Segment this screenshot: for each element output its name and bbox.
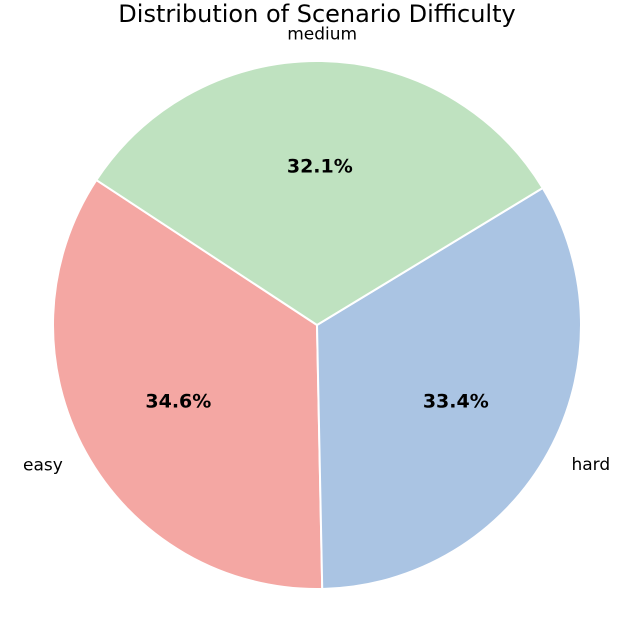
pie-category-label-hard: hard	[571, 455, 610, 475]
pie-slices	[52, 60, 582, 590]
pie-slice-easy	[52, 179, 324, 590]
pie-category-label-medium: medium	[287, 25, 357, 45]
chart-title: Distribution of Scenario Difficulty	[118, 0, 515, 28]
pie-slice-hard	[316, 187, 582, 590]
pie-value-label-easy: 34.6%	[145, 391, 211, 413]
pie-value-label-hard: 33.4%	[423, 390, 489, 412]
pie-slice-medium	[95, 60, 544, 326]
pie-value-label-medium: 32.1%	[287, 156, 353, 178]
pie-category-label-easy: easy	[23, 455, 63, 475]
pie-labels: 34.6% easy 33.4% hard 32.1% medium	[23, 25, 610, 476]
